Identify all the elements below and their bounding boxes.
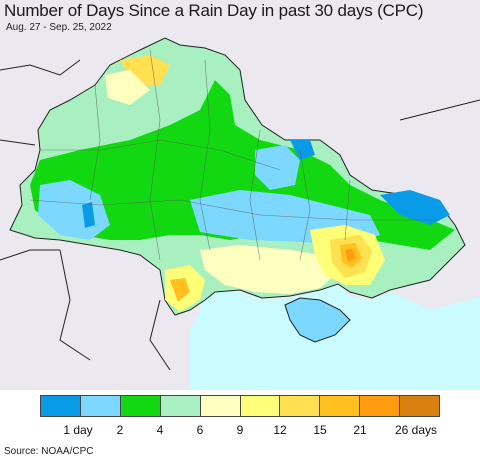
legend-label: 12	[273, 423, 287, 437]
zone-26-days	[345, 249, 356, 262]
legend-label: 6	[196, 423, 204, 437]
legend-swatch	[120, 396, 161, 416]
legend-label: 9	[236, 423, 244, 437]
zone-21-days-southwest	[170, 278, 190, 302]
map-title: Number of Days Since a Rain Day in past …	[4, 1, 424, 20]
legend-swatch	[41, 396, 81, 416]
legend-label: 15	[313, 423, 327, 437]
legend-label: 2	[116, 423, 124, 437]
zone-9-days	[200, 245, 335, 294]
legend-swatch	[320, 396, 361, 416]
legend-label: 26 days	[394, 423, 438, 437]
zone-1-day-west	[82, 202, 95, 228]
legend-swatch	[360, 396, 401, 416]
color-legend	[40, 395, 440, 417]
neighbour-borders	[0, 59, 480, 371]
legend-swatch	[240, 396, 281, 416]
legend-label: 4	[156, 423, 164, 437]
map	[0, 0, 480, 390]
zone-2-days-north	[255, 145, 300, 190]
black-sea	[190, 284, 480, 390]
legend-swatch	[280, 396, 321, 416]
zone-4-days	[30, 80, 455, 250]
crimea	[284, 297, 351, 343]
oblast-borders	[29, 49, 440, 261]
legend-swatch	[80, 396, 121, 416]
zone-1-day-north	[290, 140, 315, 160]
legend-label: 21	[353, 423, 367, 437]
source-credit: Source: NOAA/CPC	[4, 446, 94, 457]
legend-swatch	[200, 396, 241, 416]
legend-swatch	[400, 396, 440, 416]
legend-label: 1 day	[63, 423, 93, 437]
zone-9-days-north	[105, 70, 150, 105]
date-range: Aug. 27 - Sep. 25, 2022	[6, 22, 112, 33]
legend-swatch	[160, 396, 201, 416]
zone-1-day-east	[380, 190, 450, 225]
